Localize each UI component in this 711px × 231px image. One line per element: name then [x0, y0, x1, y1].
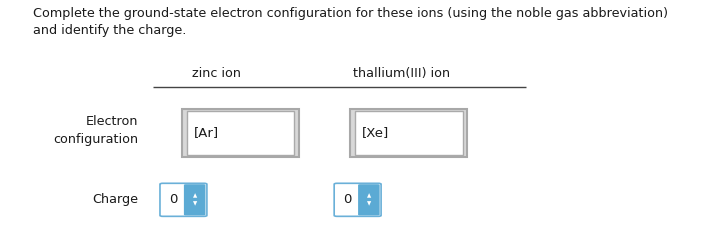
Bar [355, 111, 462, 155]
Text: Charge: Charge [92, 193, 139, 206]
Text: ▲: ▲ [367, 193, 371, 198]
Bar [186, 111, 294, 155]
Text: Electron
configuration: Electron configuration [53, 115, 139, 146]
Text: Complete the ground-state electron configuration for these ions (using the noble: Complete the ground-state electron confi… [33, 7, 668, 37]
Text: ▼: ▼ [367, 202, 371, 207]
Text: zinc ion: zinc ion [193, 67, 241, 80]
FancyBboxPatch shape [334, 183, 381, 216]
Text: [Ar]: [Ar] [193, 126, 219, 139]
Text: [Xe]: [Xe] [362, 126, 390, 139]
Text: ▲: ▲ [193, 193, 197, 198]
Text: ▼: ▼ [193, 202, 197, 207]
Text: 0: 0 [169, 193, 178, 206]
FancyBboxPatch shape [160, 183, 207, 216]
Bar [350, 109, 468, 157]
Text: 0: 0 [343, 193, 352, 206]
FancyBboxPatch shape [184, 184, 205, 215]
FancyBboxPatch shape [358, 184, 380, 215]
Text: thallium(III) ion: thallium(III) ion [353, 67, 450, 80]
Bar [182, 109, 299, 157]
